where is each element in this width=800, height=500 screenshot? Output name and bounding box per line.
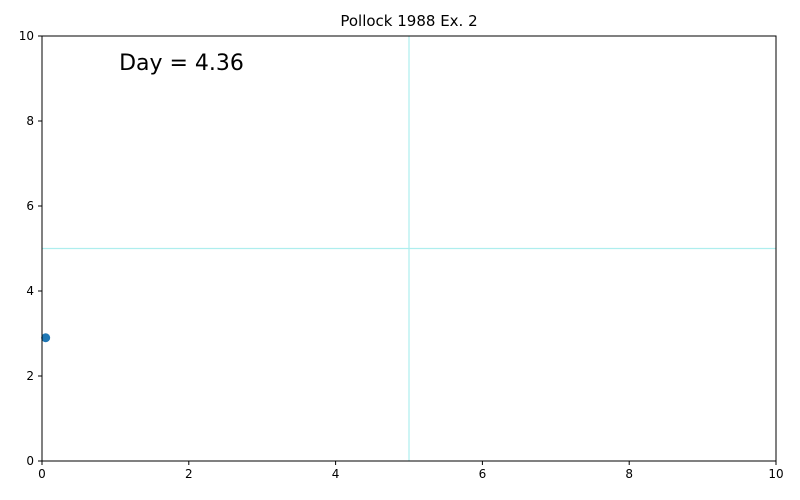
reference-lines	[42, 36, 776, 461]
x-tick-label: 10	[768, 467, 783, 481]
plot-area	[41, 35, 777, 462]
x-axis: 0 2 4 6 8 10	[38, 461, 784, 481]
y-tick-label: 10	[19, 29, 34, 43]
y-tick-label: 0	[26, 454, 34, 468]
y-tick-label: 2	[26, 369, 34, 383]
scatter-points	[41, 333, 51, 343]
day-annotation: Day = 4.36	[119, 51, 244, 76]
x-tick-label: 0	[38, 467, 46, 481]
scatter-point	[41, 333, 51, 343]
y-axis: 0 2 4 6 8 10	[19, 29, 42, 468]
y-tick-label: 6	[26, 199, 34, 213]
plot-frame	[41, 35, 777, 462]
x-tick-label: 8	[625, 467, 633, 481]
x-tick-label: 6	[479, 467, 487, 481]
y-tick-label: 4	[26, 284, 34, 298]
x-tick-label: 4	[332, 467, 340, 481]
chart-title: Pollock 1988 Ex. 2	[340, 12, 477, 30]
y-tick-label: 8	[26, 114, 34, 128]
x-tick-label: 2	[185, 467, 193, 481]
